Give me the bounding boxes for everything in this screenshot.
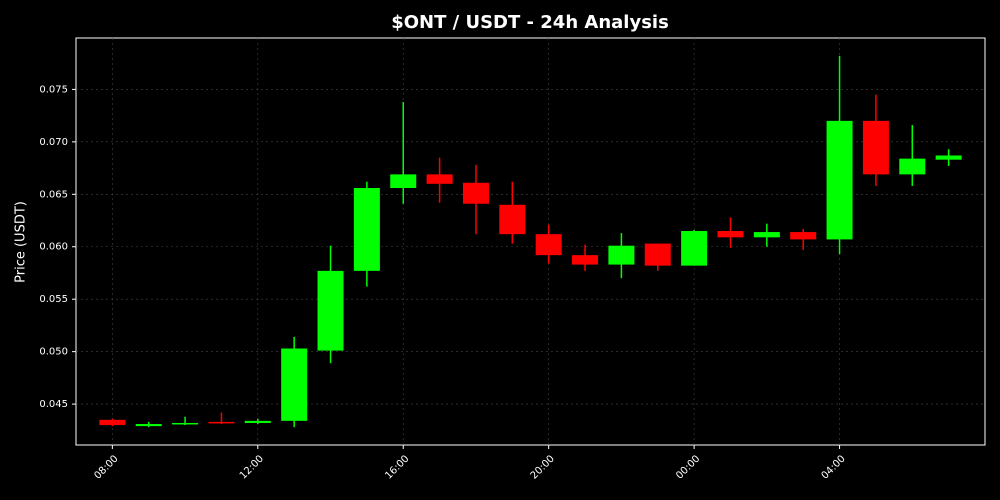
candle-body [208, 421, 235, 424]
candle-body [172, 422, 199, 425]
candle-body [426, 174, 453, 184]
y-axis-label: Price (USDT) [14, 201, 29, 283]
x-tick-label: 16:00 [383, 453, 411, 481]
y-tick-label: 0.065 [39, 189, 68, 200]
x-tick-label: 00:00 [674, 453, 702, 481]
candle-body [99, 419, 126, 426]
x-tick-label: 08:00 [92, 453, 120, 481]
x-tick-label: 04:00 [820, 453, 848, 481]
candle-body [862, 120, 889, 175]
x-tick-label: 12:00 [238, 453, 266, 481]
y-tick-label: 0.060 [39, 242, 68, 253]
candle-body [717, 231, 744, 238]
candle-body [535, 234, 562, 256]
candle-body [462, 182, 489, 204]
y-tick-label: 0.075 [39, 84, 68, 95]
y-tick-label: 0.070 [39, 137, 68, 148]
x-tick-label: 20:00 [529, 453, 557, 481]
candle-body [753, 232, 780, 238]
y-tick-label: 0.045 [39, 399, 68, 410]
candle-body [244, 420, 271, 423]
candle-body [135, 424, 162, 427]
candle-body [572, 255, 599, 265]
candle-body [317, 270, 344, 351]
candle-body [390, 174, 417, 189]
candle-body [499, 204, 526, 235]
candle-body [608, 245, 635, 265]
y-tick-label: 0.055 [39, 294, 68, 305]
candle-body [644, 243, 671, 266]
candle-body [281, 348, 308, 421]
chart-title: $ONT / USDT - 24h Analysis [391, 12, 669, 33]
candle-body [899, 158, 926, 175]
candle-body [826, 120, 853, 240]
candle-body [681, 231, 708, 266]
candle-body [790, 232, 817, 240]
candle-body [353, 188, 380, 271]
y-tick-label: 0.050 [39, 347, 68, 358]
candle-body [935, 155, 962, 160]
plot-frame [75, 37, 986, 446]
